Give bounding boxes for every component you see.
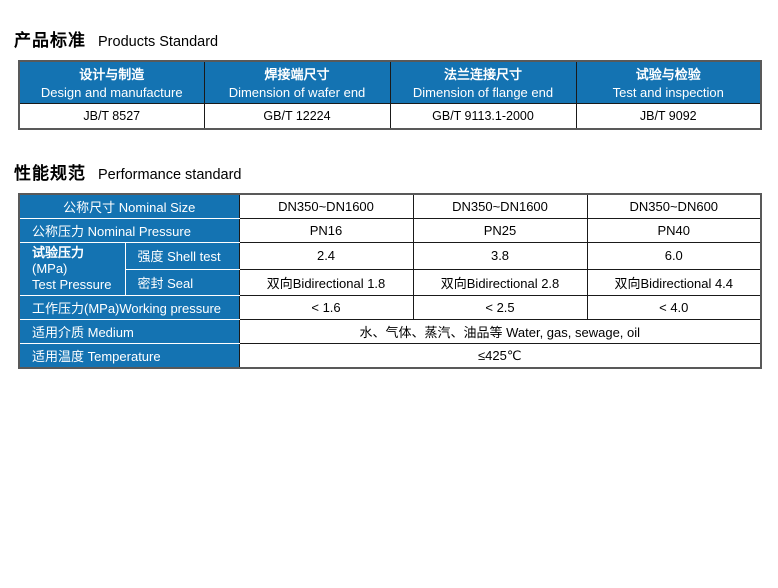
row-medium: 适用介质 Medium 水、气体、蒸汽、油品等 Water, gas, sewa… <box>18 319 762 344</box>
shell-test-col2: 3.8 <box>412 242 588 270</box>
products-standard-title-en: Products Standard <box>98 34 219 50</box>
nominal-pressure-col1: PN16 <box>238 218 414 243</box>
label-temperature: 适用温度 Temperature <box>18 343 240 369</box>
label-working-pressure: 工作压力(MPa)Working pressure <box>18 295 240 320</box>
nominal-size-pn16: DN350~DN1600 <box>238 193 414 219</box>
value-cell-design-manufacture: JB/T 8527 <box>18 103 205 130</box>
seal-test-col2: 双向Bidirectional 2.8 <box>412 268 588 296</box>
temperature-value: ≤425℃ <box>238 343 762 369</box>
products-standard-table: 设计与制造 Design and manufacture 焊接端尺寸 Dimen… <box>18 60 762 130</box>
label-shell-test: 强度 Shell test <box>124 242 240 270</box>
header-cell-test-inspection: 试验与检验 Test and inspection <box>575 60 762 104</box>
value-cell-test-inspection: JB/T 9092 <box>575 103 762 130</box>
seal-test-col1: 双向Bidirectional 1.8 <box>238 268 414 296</box>
products-standard-value-row: JB/T 8527 GB/T 12224 GB/T 9113.1-2000 JB… <box>18 103 762 130</box>
nominal-size-pn40: DN350~DN600 <box>586 193 762 219</box>
label-nominal-size: 公称尺寸 Nominal Size <box>18 193 240 219</box>
performance-standard-title-zh: 性能规范 <box>14 164 86 183</box>
row-shell-test: 试验压力 (MPa) Test Pressure 强度 Shell test 2… <box>18 242 762 296</box>
products-standard-title: 产品标准 Products Standard <box>14 0 778 51</box>
label-test-pressure-en: Test Pressure <box>32 277 112 292</box>
products-standard-header-row: 设计与制造 Design and manufacture 焊接端尺寸 Dimen… <box>18 60 762 104</box>
header-cell-wafer-end: 焊接端尺寸 Dimension of wafer end <box>203 60 391 104</box>
header-cell-design-manufacture: 设计与制造 Design and manufacture <box>18 60 205 104</box>
performance-standard-title: 性能规范 Performance standard <box>14 130 778 184</box>
value-cell-flange-end: GB/T 9113.1-2000 <box>389 103 577 130</box>
working-pressure-col3: < 4.0 <box>586 295 762 320</box>
nominal-size-pn25: DN350~DN1600 <box>412 193 588 219</box>
products-standard-title-zh: 产品标准 <box>14 31 86 50</box>
shell-test-col3: 6.0 <box>586 242 762 270</box>
label-test-pressure-zh: 试验压力 <box>32 245 85 260</box>
label-test-pressure-unit: (MPa) <box>32 261 68 276</box>
header-zh: 设计与制造 <box>79 66 145 82</box>
label-nominal-pressure: 公称压力 Nominal Pressure <box>18 218 240 243</box>
row-seal-test: 密封 Seal 双向Bidirectional 1.8 双向Bidirectio… <box>19 268 762 296</box>
performance-standard-section: 性能规范 Performance standard 公称尺寸 Nominal S… <box>0 130 778 369</box>
performance-standard-title-en: Performance standard <box>98 167 242 183</box>
row-nominal-size: 公称尺寸 Nominal Size DN350~DN1600 DN350~DN1… <box>18 193 762 219</box>
products-standard-section: 产品标准 Products Standard 设计与制造 Design and … <box>0 0 778 130</box>
header-zh: 法兰连接尺寸 <box>443 66 522 82</box>
row-nominal-pressure: 公称压力 Nominal Pressure PN16 PN25 PN40 <box>18 218 762 243</box>
medium-value: 水、气体、蒸汽、油品等 Water, gas, sewage, oil <box>238 319 762 344</box>
header-zh: 焊接端尺寸 <box>264 66 330 82</box>
label-medium: 适用介质 Medium <box>18 319 240 344</box>
row-working-pressure: 工作压力(MPa)Working pressure < 1.6 < 2.5 < … <box>18 295 762 320</box>
header-en: Dimension of flange end <box>412 84 554 100</box>
header-en: Test and inspection <box>612 84 724 100</box>
working-pressure-col2: < 2.5 <box>412 295 588 320</box>
nominal-pressure-col2: PN25 <box>412 218 588 243</box>
label-test-pressure: 试验压力 (MPa) Test Pressure <box>18 242 126 296</box>
performance-standard-table: 公称尺寸 Nominal Size DN350~DN1600 DN350~DN1… <box>18 193 763 369</box>
row-temperature: 适用温度 Temperature ≤425℃ <box>18 343 762 369</box>
seal-test-col3: 双向Bidirectional 4.4 <box>586 268 762 296</box>
working-pressure-col1: < 1.6 <box>238 295 414 320</box>
shell-test-col1: 2.4 <box>238 242 414 270</box>
value-cell-wafer-end: GB/T 12224 <box>203 103 391 130</box>
label-seal-test: 密封 Seal <box>124 268 240 296</box>
header-cell-flange-end: 法兰连接尺寸 Dimension of flange end <box>389 60 577 104</box>
header-zh: 试验与检验 <box>635 66 701 82</box>
header-en: Dimension of wafer end <box>228 84 366 100</box>
header-en: Design and manufacture <box>40 84 183 100</box>
nominal-pressure-col3: PN40 <box>586 218 762 243</box>
